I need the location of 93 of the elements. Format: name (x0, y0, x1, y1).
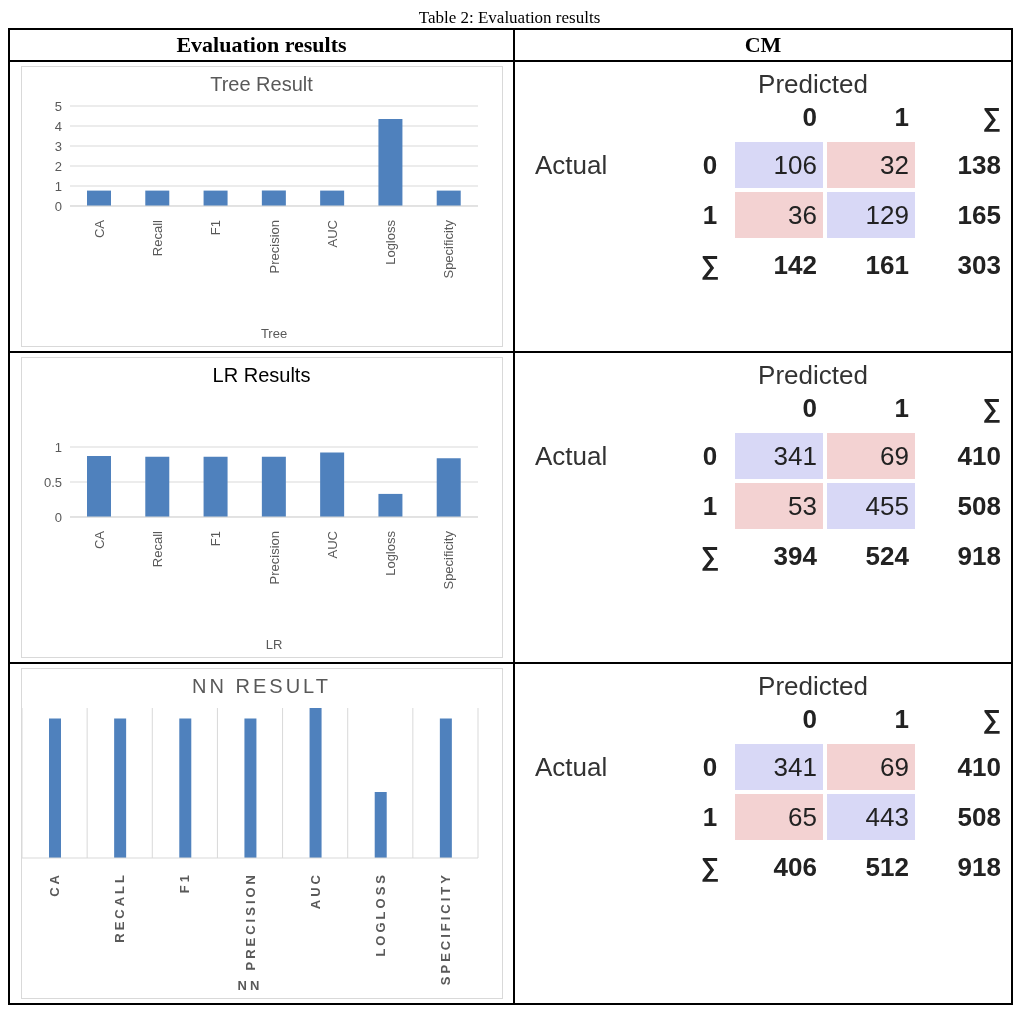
bar (436, 458, 461, 517)
y-axis-title: Actual (535, 150, 608, 180)
x-tick-label: 0 (802, 393, 817, 423)
bar (261, 456, 286, 517)
data-label: 69 (880, 441, 909, 471)
x-tick-label: CA (46, 872, 62, 897)
y-tick-label: 2 (54, 158, 62, 174)
x-tick-label: Logloss (382, 530, 398, 576)
chart-title: LR Results (211, 363, 312, 387)
x-tick-label: F1 (176, 872, 192, 894)
x-axis-title: LR (265, 637, 282, 652)
x-tick-label: F1 (207, 531, 223, 547)
data-label: 443 (865, 802, 909, 832)
chart-title: Tree Result (209, 72, 314, 96)
y-tick-label: 0 (54, 198, 62, 214)
data-label: 32 (880, 150, 909, 180)
x-tick-label: 0 (802, 102, 817, 132)
y-tick-label: 4 (54, 118, 62, 134)
data-label: 142 (773, 250, 817, 280)
data-label: 341 (773, 441, 817, 471)
x-tick-label: 1 (894, 704, 909, 734)
x-tick-label: ∑ (982, 393, 1001, 423)
x-tick-label: Recall (149, 530, 165, 568)
x-tick-label: AUC (324, 531, 340, 559)
data-label: 918 (957, 852, 1001, 882)
text: CM (514, 29, 1012, 61)
x-axis-title: Predicted (758, 69, 868, 99)
x-axis-title: NN (237, 978, 262, 993)
bar (319, 452, 344, 517)
x-tick-label: Precision (266, 220, 281, 274)
x-tick-label: LOGLOSS (372, 872, 388, 957)
x-tick-label: AUC (324, 220, 340, 248)
x-tick-label: CA (91, 219, 107, 239)
data-label: 394 (773, 541, 818, 571)
y-axis-title: Actual (535, 752, 608, 782)
y-tick-label: 1 (702, 491, 718, 521)
y-tick-label: 0 (702, 150, 718, 180)
x-axis-title: Predicted (758, 671, 868, 701)
data-label: 161 (865, 250, 909, 280)
data-label: 106 (773, 150, 817, 180)
data-label: 508 (957, 802, 1001, 832)
data-label: 512 (865, 852, 909, 882)
chart-title: NN RESULT (191, 674, 332, 698)
data-label: 303 (957, 250, 1001, 280)
x-axis-title: Tree (260, 326, 287, 341)
x-tick-label: 0 (802, 704, 817, 734)
x-tick-label: Recall (149, 219, 165, 257)
x-tick-label: Specificity (440, 219, 456, 279)
x-tick-label: AUC (307, 872, 323, 910)
y-tick-label: 1 (54, 178, 62, 194)
x-tick-label: 1 (894, 393, 909, 423)
y-tick-label: 5 (54, 98, 62, 114)
data-label: 455 (865, 491, 909, 521)
x-tick-label: CA (91, 530, 107, 550)
y-tick-label: 0.5 (43, 474, 62, 490)
data-label: 406 (773, 852, 817, 882)
data-label: 410 (957, 441, 1001, 471)
data-label: 36 (788, 200, 817, 230)
x-tick-label: Specificity (440, 530, 456, 590)
data-label: 138 (957, 150, 1001, 180)
x-tick-label: ∑ (982, 102, 1001, 132)
data-label: 53 (788, 491, 817, 521)
data-label: 410 (957, 752, 1001, 782)
x-tick-label: RECALL (111, 872, 127, 943)
data-label: 65 (788, 802, 817, 832)
y-tick-label: 0 (702, 752, 718, 782)
data-label: 341 (773, 752, 817, 782)
data-label: 918 (957, 541, 1001, 571)
bar (203, 456, 228, 517)
y-tick-label: 3 (54, 138, 62, 154)
data-label: 165 (957, 200, 1001, 230)
y-tick-label: 1 (702, 802, 718, 832)
bar (86, 456, 111, 517)
y-axis-title: Actual (535, 441, 608, 471)
x-tick-label: SPECIFICITY (437, 872, 453, 986)
data-label: 69 (880, 752, 909, 782)
x-tick-label: Precision (266, 531, 281, 585)
data-label: 129 (865, 200, 909, 230)
data-label: 524 (865, 541, 910, 571)
x-axis-title: Predicted (758, 360, 868, 390)
x-tick-label: ∑ (982, 704, 1001, 734)
caption: Table 2: Evaluation results (417, 8, 602, 28)
x-tick-label: Logloss (382, 219, 398, 265)
y-tick-label: 0 (702, 441, 718, 471)
bar (377, 493, 402, 517)
y-tick-label: 1 (54, 439, 62, 455)
y-tick-label: 0 (54, 509, 62, 525)
bar (144, 456, 169, 517)
text: Evaluation results (9, 29, 514, 61)
x-tick-label: 1 (894, 102, 909, 132)
x-tick-label: PRECISION (242, 872, 257, 971)
x-tick-label: F1 (207, 220, 223, 236)
data-label: 508 (957, 491, 1001, 521)
